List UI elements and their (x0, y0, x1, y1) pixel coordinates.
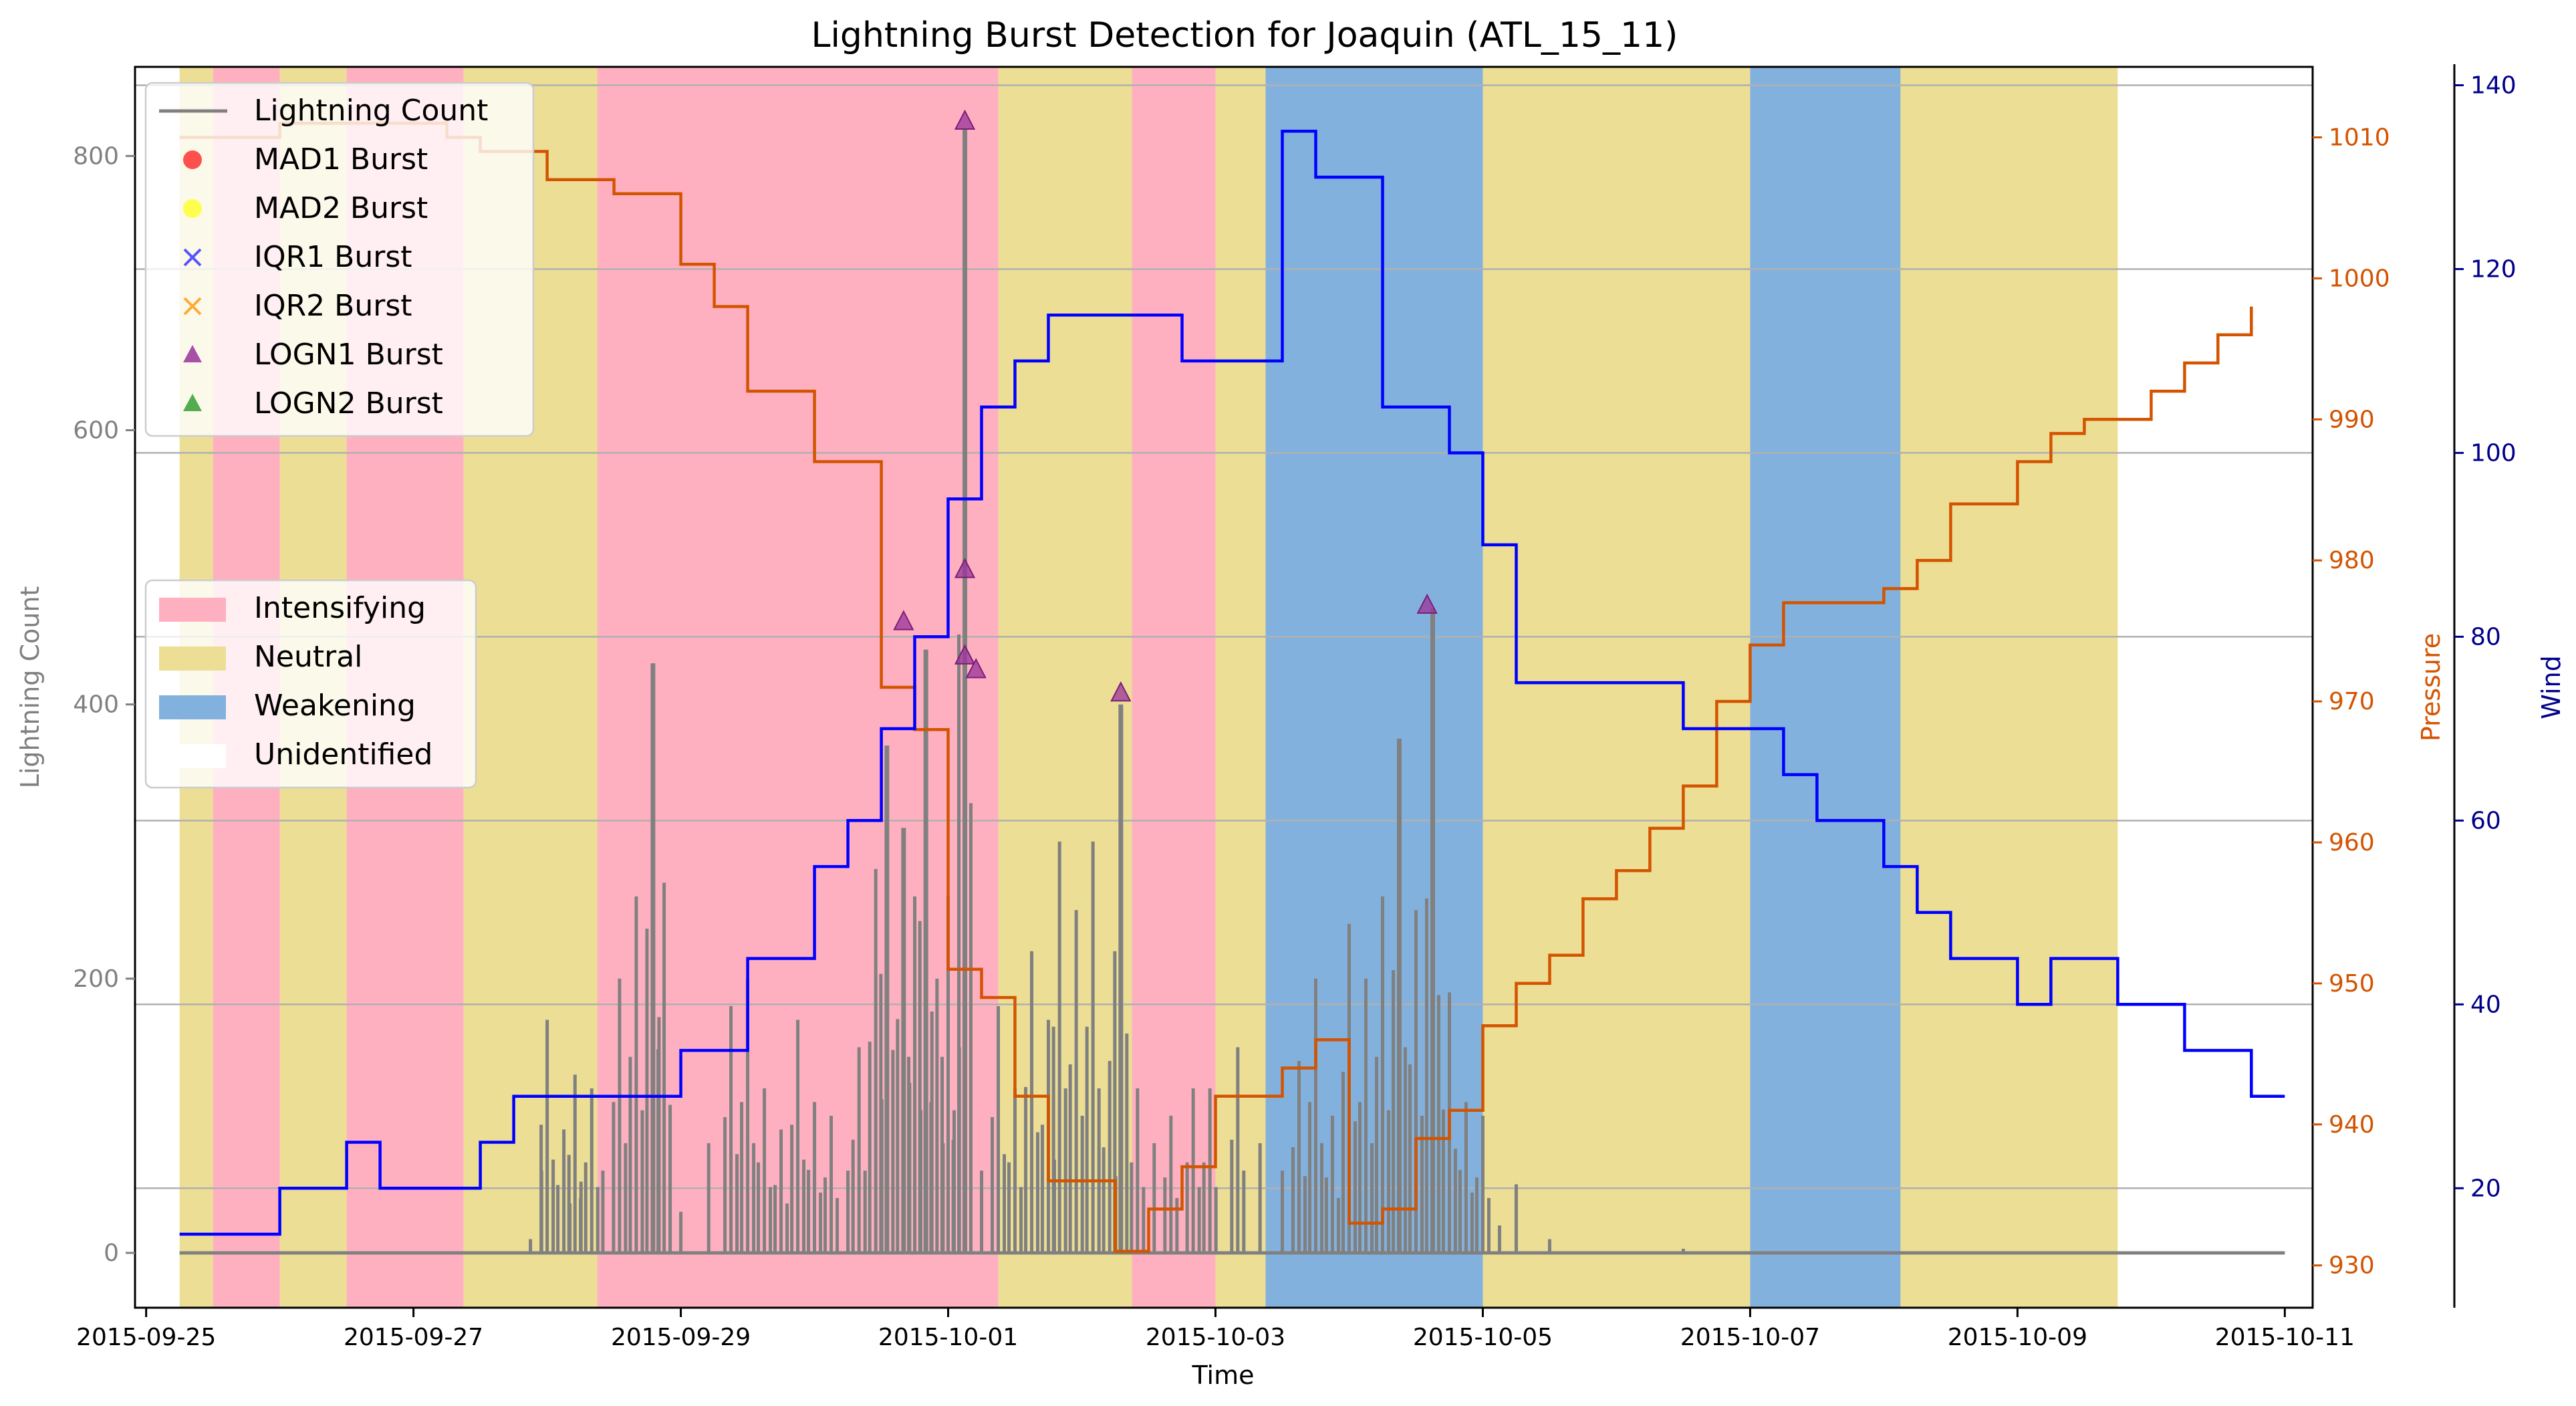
y-tick-label-pressure: 950 (2329, 970, 2375, 998)
y-tick-label-left: 0 (104, 1240, 119, 1267)
phase-band-neutral (1215, 67, 1266, 1308)
y-axis-label-lightning: Lightning Count (15, 586, 45, 789)
legend-phases: Intensifying Neutral Weakening Unidentified (144, 579, 477, 789)
burst-markers (893, 109, 1438, 702)
x-tick-label: 2015-10-09 (1948, 1324, 2087, 1351)
legend-label: LOGN2 Burst (254, 386, 443, 421)
phase-band-neutral (1900, 67, 2118, 1308)
pressure-line (179, 122, 2253, 1253)
y-axis-label-wind: Wind (2537, 655, 2566, 719)
x-tick-label: 2015-09-25 (76, 1324, 216, 1351)
phase-band-neutral (1483, 67, 1751, 1308)
wind-line (179, 129, 2285, 1236)
y-tick-label-wind: 120 (2470, 255, 2517, 283)
legend-box (144, 82, 535, 437)
x-tick-label: 2015-09-27 (344, 1324, 483, 1351)
legend-label: LOGN1 Burst (254, 338, 443, 372)
y-tick-label-wind: 40 (2470, 991, 2501, 1018)
legend-box (144, 579, 477, 789)
y-tick-label-pressure: 980 (2329, 547, 2375, 574)
legend-label: Intensifying (254, 591, 426, 625)
logn1-burst-marker (954, 109, 976, 130)
y-tick-label-left: 600 (73, 417, 119, 444)
legend-label: Unidentified (254, 737, 432, 772)
wind-series (179, 129, 2285, 1236)
legend-phase-swatch (159, 647, 226, 671)
y-tick-label-pressure: 940 (2329, 1111, 2375, 1139)
logn1-burst-marker (1416, 593, 1438, 614)
x-axis-label: Time (1192, 1361, 1255, 1390)
y-tick-label-left: 200 (73, 965, 119, 993)
logn1-burst-marker (954, 644, 976, 665)
y-axis-label-pressure: Pressure (2416, 633, 2446, 741)
y-tick-label-pressure: 990 (2329, 406, 2375, 433)
logn1-burst-marker (1110, 681, 1132, 702)
legend-label: Weakening (254, 689, 416, 723)
plot-frame (134, 66, 2314, 1309)
legend-label: Neutral (254, 640, 362, 674)
x-tick-label: 2015-10-01 (878, 1324, 1018, 1351)
y-tick-label-left: 400 (73, 691, 119, 719)
lightning-count-series (179, 128, 2285, 1255)
x-tick-label: 2015-10-03 (1146, 1324, 1285, 1351)
legend-triangle-marker (183, 394, 202, 411)
y-tick-label-wind: 140 (2470, 72, 2517, 99)
legend-label: Lightning Count (254, 94, 488, 128)
logn1-burst-marker (965, 658, 987, 679)
legend-x-marker (183, 297, 202, 316)
legend-x-marker (183, 248, 202, 267)
legend-label: IQR1 Burst (254, 240, 412, 274)
legend-circle-marker (183, 150, 202, 169)
y-tick-label-pressure: 1010 (2329, 124, 2390, 151)
legend-phase-swatch (159, 695, 226, 719)
legend-label: MAD1 Burst (254, 142, 428, 177)
phase-band-intensifying (1132, 67, 1216, 1308)
axes: 2015-09-25 2015-09-27 2015-09-29 2015-10-01… (73, 64, 2517, 1351)
y-tick-label-wind: 60 (2470, 807, 2501, 834)
legend-phase-swatch (159, 598, 226, 622)
x-tick-label: 2015-10-07 (1680, 1324, 1820, 1351)
y-tick-label-wind: 80 (2470, 623, 2501, 651)
legend-label: IQR2 Burst (254, 289, 412, 323)
y-tick-label-wind: 20 (2470, 1175, 2501, 1202)
y-tick-label-wind: 100 (2470, 439, 2517, 467)
logn1-burst-marker (954, 558, 976, 578)
legend-bursts: Lightning Count MAD1 Burst MAD2 Burst IQR1 … (144, 82, 535, 437)
legend-triangle-marker (183, 345, 202, 362)
phase-band-weakening (1265, 67, 1483, 1308)
phase-band-weakening (1750, 67, 1901, 1308)
logn1-burst-marker (893, 610, 914, 630)
y-tick-label-pressure: 960 (2329, 829, 2375, 856)
y-tick-label-pressure: 930 (2329, 1252, 2375, 1280)
y-tick-label-pressure: 1000 (2329, 265, 2390, 292)
x-tick-label: 2015-10-05 (1413, 1324, 1553, 1351)
x-tick-label: 2015-10-11 (2215, 1324, 2355, 1351)
legend-phase-swatch (159, 744, 226, 768)
y-tick-label-left: 800 (73, 142, 119, 170)
chart-title: Lightning Burst Detection for Joaquin (A… (811, 15, 1678, 55)
legend-circle-marker (183, 199, 202, 218)
x-tick-label: 2015-09-29 (611, 1324, 751, 1351)
y-tick-label-pressure: 970 (2329, 688, 2375, 715)
legend-label: MAD2 Burst (254, 191, 428, 225)
pressure-series (179, 122, 2253, 1253)
